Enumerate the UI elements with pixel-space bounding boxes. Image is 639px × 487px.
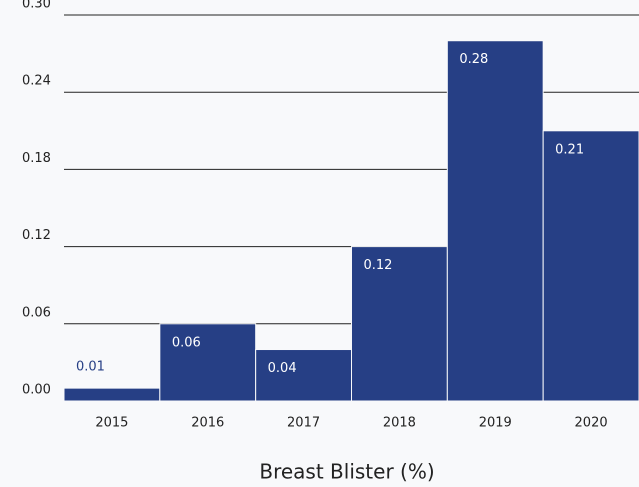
x-tick-label: 2016 [191,416,224,431]
y-tick-label: 0.24 [22,74,51,89]
data-label: 0.28 [459,52,488,67]
bar [446,40,544,402]
y-tick-label: 0.06 [22,305,51,320]
y-tick-label: 0.30 [22,0,51,12]
x-tick-label: 2015 [95,416,128,431]
y-tick-label: 0.18 [22,151,51,166]
bar [63,387,161,402]
x-tick-label: 2020 [575,416,608,431]
x-tick-label: 2017 [287,416,320,431]
data-label: 0.01 [76,360,105,375]
data-label: 0.04 [268,361,297,376]
y-tick-label: 0.00 [22,383,51,398]
y-tick-label: 0.12 [22,228,51,243]
bar [351,246,448,402]
x-axis-label: Breast Blister (%) [259,460,434,484]
data-label: 0.12 [364,258,393,273]
data-label: 0.21 [555,142,584,157]
bar [255,349,353,402]
x-tick-label: 2019 [479,416,512,431]
x-tick-label: 2018 [383,416,416,431]
data-label: 0.06 [172,335,201,350]
bar [542,130,639,402]
